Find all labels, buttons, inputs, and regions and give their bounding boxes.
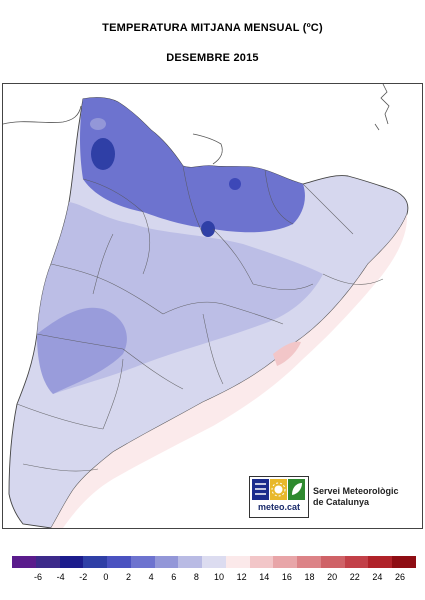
legend-swatch	[178, 556, 203, 568]
legend-tick-labels: -6 -4 -2 0 2 4 6 8 10 12 14 16 18 20 22 24 26	[0, 572, 425, 584]
legend-tick: 4	[148, 572, 154, 582]
region-pyrenees	[80, 97, 305, 233]
legend-swatch	[249, 556, 274, 568]
legend-tick: 6	[171, 572, 177, 582]
meteocat-logo: meteo.cat Servei Meteorològic de Catalun…	[249, 476, 417, 518]
legend-swatch	[320, 556, 345, 568]
legend-tick: 12	[236, 572, 247, 582]
logo-badge: meteo.cat	[249, 476, 309, 518]
sun-shape	[271, 482, 286, 497]
rain-icon	[252, 479, 269, 500]
legend-tick: -6	[33, 572, 43, 582]
legend-swatch	[202, 556, 226, 568]
legend-swatch	[59, 556, 84, 568]
neighbour-borders	[3, 84, 390, 165]
cold-spot-central	[201, 221, 215, 237]
legend-tick: 26	[394, 572, 406, 582]
sun-icon	[270, 479, 287, 500]
leaf-shape	[292, 483, 302, 495]
legend-swatch	[130, 556, 155, 568]
service-name-line2: de Catalunya	[313, 497, 370, 507]
legend-swatch	[83, 556, 108, 568]
region-western-plain	[37, 307, 127, 394]
region-coast-warm	[51, 214, 408, 528]
legend-swatch	[225, 556, 250, 568]
legend-tick: 10	[213, 572, 225, 582]
cold-spot-aran	[91, 138, 115, 170]
service-name-line1: Servei Meteorològic	[313, 486, 399, 496]
leaf-icon	[288, 479, 305, 500]
map-subtitle: DESEMBRE 2015	[166, 52, 259, 64]
legend-tick: 22	[349, 572, 360, 582]
color-legend	[12, 556, 417, 568]
map-canvas	[3, 84, 409, 528]
legend-swatch	[107, 556, 131, 568]
legend-swatch	[273, 556, 298, 568]
legend-swatch	[392, 556, 417, 568]
legend-tick: 24	[372, 572, 383, 582]
cold-spot-east	[229, 178, 241, 190]
legend-tick: 8	[193, 572, 199, 582]
legend-swatch	[297, 556, 321, 568]
logo-brand-text: meteo.cat	[257, 502, 301, 512]
legend-tick: 0	[103, 572, 109, 582]
cold-spot-small	[90, 118, 106, 130]
comarca-borders	[16, 165, 384, 472]
legend-tick: 16	[281, 572, 292, 582]
temperature-map	[2, 83, 423, 529]
legend-tick: 2	[125, 572, 132, 582]
legend-tick: 20	[327, 572, 338, 582]
legend-swatch	[12, 556, 36, 568]
legend-tick: 14	[259, 572, 270, 582]
map-title: TEMPERATURA MITJANA MENSUAL (ºC)	[102, 22, 323, 34]
coast-warm-patch	[273, 341, 301, 366]
legend-tick: 18	[304, 572, 315, 582]
legend-swatch	[344, 556, 369, 568]
legend-swatch	[368, 556, 393, 568]
legend-tick: -4	[56, 572, 65, 582]
rain-lines	[255, 483, 266, 495]
legend-swatch	[35, 556, 60, 568]
legend-swatch	[154, 556, 179, 568]
legend-tick: -2	[79, 572, 88, 582]
